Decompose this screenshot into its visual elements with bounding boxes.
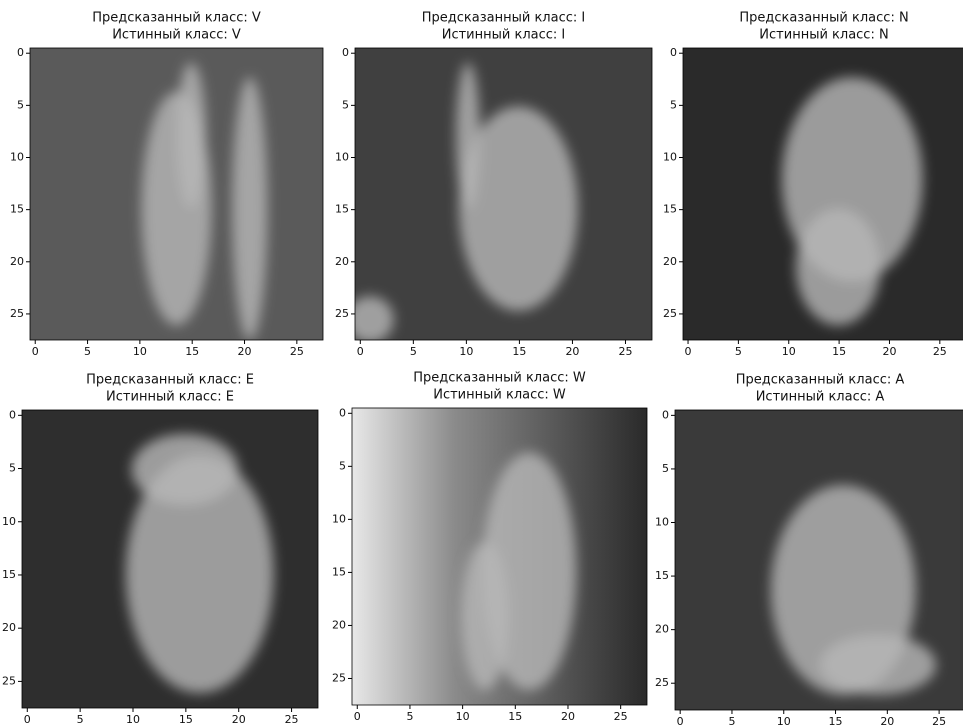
hand-shape (177, 63, 206, 209)
true-label: Истинный класс: V (112, 28, 241, 43)
x-tick-label: 25 (290, 345, 304, 358)
y-tick-label: 20 (335, 255, 349, 268)
y-tick-label: 0 (342, 46, 349, 59)
y-tick-label: 10 (10, 151, 24, 164)
panel: Предсказанный класс: E Истинный класс: E 0… (2, 373, 318, 725)
predicted-label: Предсказанный класс: N (739, 11, 908, 26)
y-tick-label: 25 (663, 307, 677, 320)
x-tick-label: 10 (126, 713, 140, 725)
x-tick-label: 5 (406, 710, 413, 723)
y-tick-label: 20 (2, 621, 16, 634)
y-tick-label: 15 (10, 203, 24, 216)
hand-shape (820, 635, 936, 695)
y-tick-label: 25 (335, 307, 349, 320)
x-tick-label: 20 (880, 715, 894, 725)
y-tick-label: 0 (662, 408, 669, 421)
x-tick-label: 5 (77, 713, 84, 725)
x-tick-label: 10 (777, 715, 791, 725)
y-tick-label: 5 (9, 462, 16, 475)
y-tick-label: 0 (17, 46, 24, 59)
y-tick-label: 20 (10, 255, 24, 268)
x-tick-label: 25 (618, 345, 632, 358)
true-label: Истинный класс: N (759, 28, 888, 43)
hand-shape (456, 63, 480, 209)
y-tick-label: 15 (655, 569, 669, 582)
predicted-label: Предсказанный класс: E (86, 373, 254, 388)
predicted-label: Предсказанный класс: I (422, 11, 585, 26)
panel: Предсказанный класс: N Истинный класс: N 0… (663, 11, 963, 359)
x-tick-label: 20 (561, 710, 575, 723)
hand-shape (346, 296, 394, 343)
x-tick-label: 0 (354, 710, 361, 723)
predicted-label: Предсказанный класс: A (736, 373, 905, 388)
x-tick-label: 0 (677, 715, 684, 725)
y-tick-label: 5 (662, 462, 669, 475)
y-tick-label: 25 (332, 671, 346, 684)
x-tick-label: 0 (685, 345, 692, 358)
y-tick-label: 15 (663, 203, 677, 216)
y-tick-label: 0 (670, 46, 677, 59)
x-tick-label: 5 (728, 715, 735, 725)
y-tick-label: 10 (332, 512, 346, 525)
y-tick-label: 5 (342, 98, 349, 111)
y-tick-label: 0 (9, 408, 16, 421)
y-tick-label: 5 (17, 98, 24, 111)
x-tick-label: 5 (410, 345, 417, 358)
y-tick-label: 20 (332, 618, 346, 631)
y-tick-label: 10 (2, 515, 16, 528)
x-tick-label: 15 (832, 345, 846, 358)
y-tick-label: 10 (663, 151, 677, 164)
predicted-label: Предсказанный класс: W (413, 371, 586, 386)
x-tick-label: 15 (179, 713, 193, 725)
figure: Предсказанный класс: V Истинный класс: V 0… (0, 0, 963, 725)
y-tick-label: 0 (339, 406, 346, 419)
x-tick-label: 25 (614, 710, 628, 723)
true-label: Истинный класс: W (433, 388, 566, 403)
y-tick-label: 15 (332, 565, 346, 578)
x-tick-label: 15 (508, 710, 522, 723)
hand-shape (132, 434, 239, 506)
x-tick-label: 5 (84, 345, 91, 358)
x-tick-label: 0 (357, 345, 364, 358)
x-tick-label: 15 (185, 345, 199, 358)
true-label: Истинный класс: A (756, 390, 885, 405)
y-tick-label: 10 (335, 151, 349, 164)
x-tick-label: 10 (459, 345, 473, 358)
true-label: Истинный класс: E (106, 390, 234, 405)
x-tick-label: 25 (932, 715, 946, 725)
panel: Предсказанный класс: I Истинный класс: I 0… (335, 11, 652, 359)
x-tick-label: 10 (456, 710, 470, 723)
x-tick-label: 25 (933, 345, 947, 358)
x-tick-label: 0 (32, 345, 39, 358)
panel: Предсказанный класс: V Истинный класс: V 0… (10, 11, 323, 359)
y-tick-label: 20 (663, 255, 677, 268)
x-tick-label: 0 (24, 713, 31, 725)
hand-shape (232, 77, 267, 340)
x-tick-label: 15 (829, 715, 843, 725)
y-tick-label: 5 (339, 459, 346, 472)
x-tick-label: 10 (133, 345, 147, 358)
hand-shape (461, 542, 508, 691)
y-tick-label: 10 (655, 516, 669, 529)
true-label: Истинный класс: I (442, 28, 566, 43)
x-tick-label: 25 (285, 713, 299, 725)
x-tick-label: 20 (232, 713, 246, 725)
y-tick-label: 5 (670, 98, 677, 111)
x-tick-label: 15 (512, 345, 526, 358)
x-tick-label: 5 (735, 345, 742, 358)
y-tick-label: 25 (2, 674, 16, 687)
panel: Предсказанный класс: A Истинный класс: A 0… (655, 373, 963, 725)
x-tick-label: 10 (782, 345, 796, 358)
hand-shape (796, 209, 881, 326)
y-tick-label: 25 (655, 676, 669, 689)
panel: Предсказанный класс: W Истинный класс: W 0… (332, 371, 647, 724)
y-tick-label: 25 (10, 307, 24, 320)
x-tick-label: 20 (882, 345, 896, 358)
y-tick-label: 15 (2, 568, 16, 581)
y-tick-label: 15 (335, 203, 349, 216)
x-tick-label: 20 (565, 345, 579, 358)
y-tick-label: 20 (655, 623, 669, 636)
predicted-label: Предсказанный класс: V (92, 11, 261, 26)
x-tick-label: 20 (238, 345, 252, 358)
